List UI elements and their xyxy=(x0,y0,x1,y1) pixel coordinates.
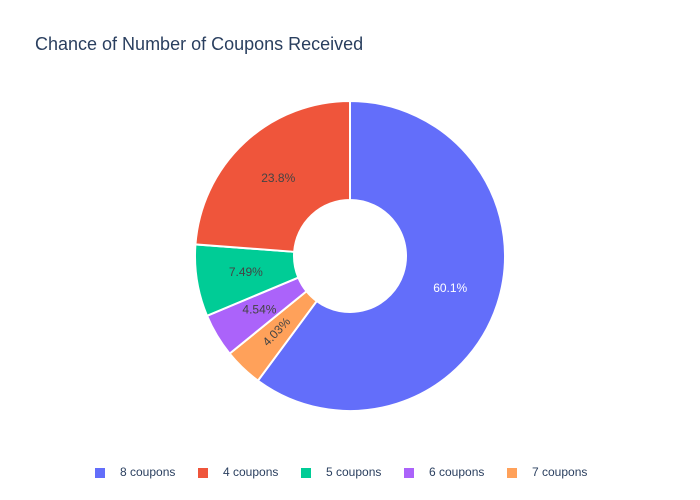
legend-item-7-coupons[interactable]: 7 coupons xyxy=(507,465,587,479)
slice-label: 4.54% xyxy=(242,302,276,316)
legend-item-6-coupons[interactable]: 6 coupons xyxy=(404,465,484,479)
legend-item-4-coupons[interactable]: 4 coupons xyxy=(198,465,278,479)
slice-label: 60.1% xyxy=(433,281,467,295)
legend-label: 5 coupons xyxy=(326,465,381,479)
slice-label: 7.49% xyxy=(229,265,263,279)
chart-title: Chance of Number of Coupons Received xyxy=(35,34,363,54)
legend-swatch xyxy=(198,468,208,478)
slice-8-coupons xyxy=(256,99,506,412)
slice-label: 23.8% xyxy=(261,171,295,185)
legend: 8 coupons 4 coupons 5 coupons 6 coupons 7 co… xyxy=(95,465,587,479)
legend-label: 6 coupons xyxy=(429,465,484,479)
legend-label: 7 coupons xyxy=(532,465,587,479)
legend-swatch xyxy=(95,468,105,478)
legend-item-5-coupons[interactable]: 5 coupons xyxy=(301,465,381,479)
legend-item-8-coupons[interactable]: 8 coupons xyxy=(95,465,175,479)
donut-slices xyxy=(194,99,506,412)
legend-swatch xyxy=(301,468,311,478)
slice-4-coupons xyxy=(194,99,351,253)
legend-swatch xyxy=(507,468,517,478)
legend-swatch xyxy=(404,468,414,478)
legend-label: 4 coupons xyxy=(223,465,278,479)
legend-label: 8 coupons xyxy=(120,465,175,479)
